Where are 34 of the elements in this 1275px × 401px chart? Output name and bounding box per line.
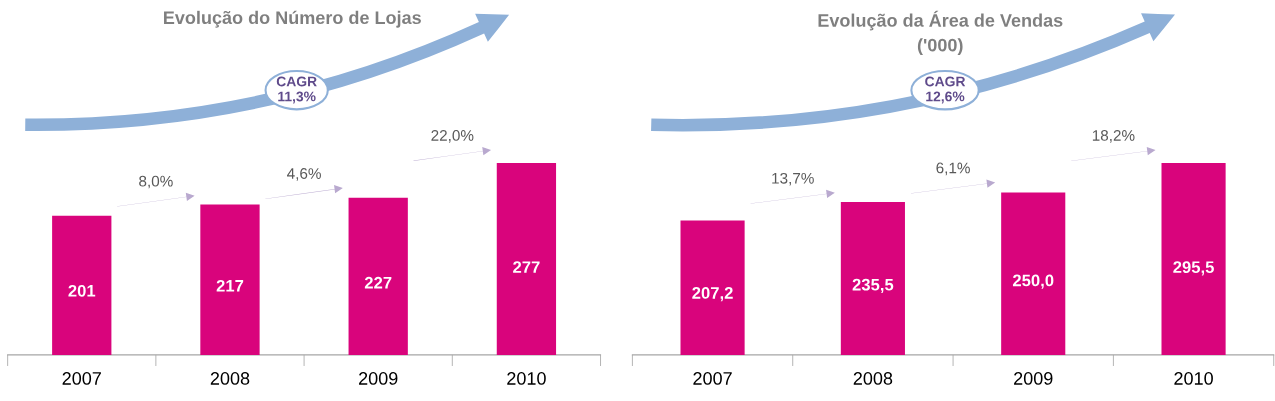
text: 18,2%: [1092, 130, 1135, 143]
x-tick-label: 2008: [210, 372, 250, 385]
text: CAGR 11,3%: [276, 76, 317, 104]
annotation: 8,0%: [139, 175, 173, 189]
bar: [52, 215, 112, 355]
x-tick-label: 2009: [359, 372, 398, 385]
x-tick-label: 2008: [853, 372, 893, 385]
data-label: 201: [68, 284, 96, 297]
x-tick-label: 2007: [62, 372, 101, 385]
text: CAGR 12,6%: [925, 76, 966, 104]
bar: [680, 220, 745, 355]
bar: [348, 197, 408, 355]
bar: [1161, 163, 1226, 355]
data-label: 235,5: [852, 278, 894, 293]
x-tick-label: 2010: [507, 372, 546, 385]
x-tick-label: 2009: [1014, 372, 1053, 385]
data-label: 250,0: [1012, 274, 1054, 289]
bar: [200, 204, 260, 355]
bar: [496, 163, 557, 355]
data-label: 217: [216, 279, 244, 292]
data-label: 295,5: [1173, 261, 1214, 276]
annotation: 13,7%: [772, 172, 814, 186]
chart-title: Evolução do Número de Lojas: [164, 10, 421, 28]
bar: [1001, 192, 1066, 355]
data-label: 227: [364, 276, 392, 289]
data-label: 277: [513, 261, 540, 273]
x-tick-label: 2010: [1174, 372, 1213, 385]
annotation: 4,6%: [287, 168, 321, 181]
bar: [840, 202, 905, 355]
text: 22,0%: [431, 130, 474, 143]
annotation: 6,1%: [936, 162, 970, 176]
chart-title: Evolução da Área de Vendas ('000): [818, 10, 1063, 56]
data-label: 207,2: [692, 287, 733, 302]
x-tick-label: 2007: [693, 372, 732, 385]
